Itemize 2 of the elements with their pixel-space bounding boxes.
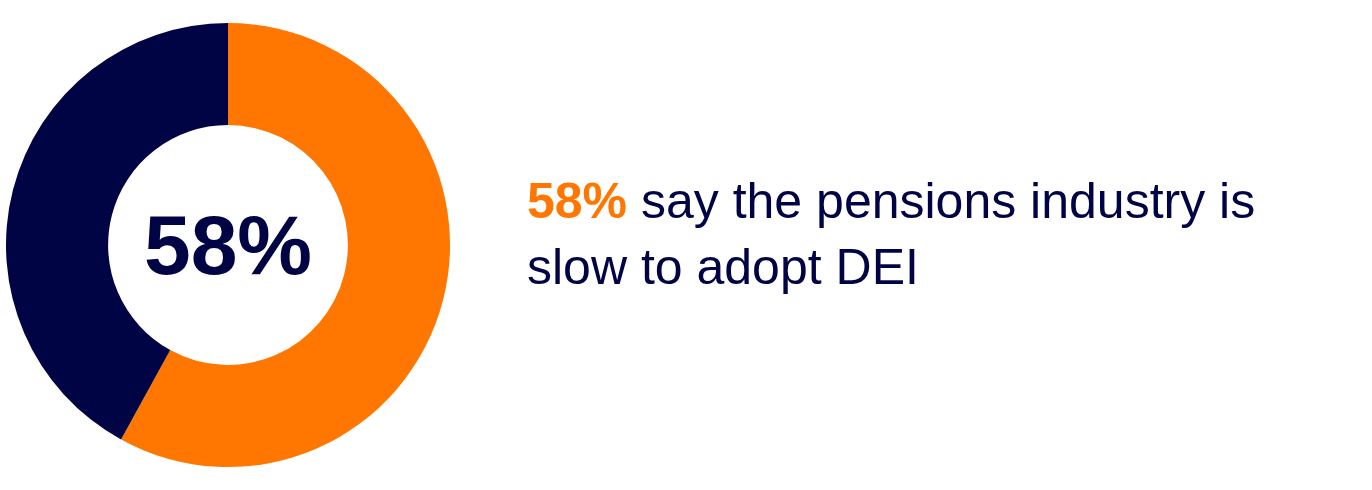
text: 58% <box>143 198 313 293</box>
text: 58% say the pensions industry is slow to adopt DEI <box>527 172 1257 297</box>
